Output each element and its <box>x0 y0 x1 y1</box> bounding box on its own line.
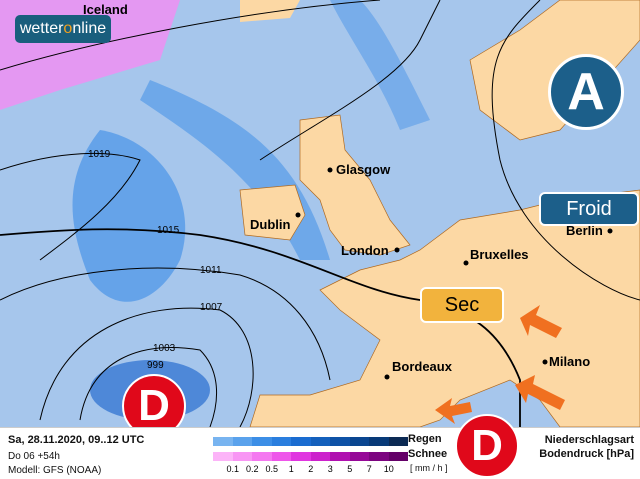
scale-swatch <box>330 452 350 461</box>
arrow-icon <box>520 305 562 338</box>
isobar-label: 1019 <box>88 149 111 160</box>
unit-label: [ mm / h ] <box>410 463 448 473</box>
scale-swatch <box>388 452 408 461</box>
scale-swatch <box>349 437 369 446</box>
scale-swatch <box>291 452 311 461</box>
scale-swatch <box>330 437 350 446</box>
weather-map: 1019 1015 1011 1007 1003 999 Iceland Gla… <box>0 0 640 427</box>
scale-swatch <box>310 437 330 446</box>
model-name: Modell: GFS (NOAA) <box>8 465 102 476</box>
scale-swatch <box>369 437 389 446</box>
scale-tick: 0.1 <box>226 464 239 474</box>
city-glasgow: Glasgow <box>336 162 391 177</box>
forecast-date: Sa, 28.11.2020, 09..12 UTC <box>8 434 145 446</box>
wind-arrows <box>435 305 565 424</box>
snow-label: Schnee <box>408 448 448 460</box>
snow-scale <box>213 452 408 461</box>
scale-tick: 5 <box>347 464 353 474</box>
scale-swatch <box>349 452 369 461</box>
scale-swatch <box>252 452 272 461</box>
model-run: Do 06 +54h <box>8 451 60 462</box>
arrow-icon <box>515 375 565 410</box>
pressure-label: Bodendruck [hPa] <box>539 448 634 460</box>
scale-tick: 0.5 <box>265 464 278 474</box>
legend: Sa, 28.11.2020, 09..12 UTC Do 06 +54h Mo… <box>0 427 640 479</box>
scale-tick: 3 <box>327 464 333 474</box>
scale-swatch <box>252 437 272 446</box>
city-berlin: Berlin <box>566 223 603 238</box>
scale-swatch <box>232 452 252 461</box>
sec-label: Sec <box>420 287 504 323</box>
scale-swatch <box>213 437 233 446</box>
wetteronline-logo[interactable]: wetteronline <box>15 15 111 43</box>
scale-tick: 10 <box>383 464 394 474</box>
isobar-label: 1011 <box>200 265 222 276</box>
scale-tick: 0.2 <box>245 464 259 474</box>
scale-tick: 7 <box>366 464 372 474</box>
low-pressure-marker: D <box>455 414 519 478</box>
isobar-label: 1003 <box>153 343 176 354</box>
scale-swatch <box>271 437 291 446</box>
scale-swatch <box>271 452 291 461</box>
rain-label: Regen <box>408 433 442 445</box>
froid-label: Froid <box>539 192 639 226</box>
city-milano: Milano <box>549 354 590 369</box>
isobar-label: 1015 <box>157 225 180 236</box>
isobar-label: 1007 <box>200 302 223 313</box>
scale-swatch <box>291 437 311 446</box>
isobar-label: 999 <box>147 360 164 371</box>
scale-ticks: 0.1 0.2 0.5 1 2 3 5 7 10 <box>213 464 399 474</box>
low-pressure-marker: D <box>122 374 186 427</box>
precip-type-label: Niederschlagsart <box>544 434 634 446</box>
city-bruxelles: Bruxelles <box>470 247 529 262</box>
scale-tick: 2 <box>308 464 314 474</box>
city-iceland: Iceland <box>83 2 128 17</box>
scale-swatch <box>369 452 389 461</box>
high-pressure-marker: A <box>548 54 624 130</box>
arrow-icon <box>435 398 472 424</box>
scale-swatch <box>232 437 252 446</box>
rain-scale <box>213 437 408 446</box>
city-bordeaux: Bordeaux <box>392 359 453 374</box>
city-dublin: Dublin <box>250 217 290 232</box>
scale-swatch <box>213 452 233 461</box>
scale-swatch <box>310 452 330 461</box>
scale-tick: 1 <box>288 464 294 474</box>
city-london: London <box>341 243 389 258</box>
scale-swatch <box>388 437 408 446</box>
